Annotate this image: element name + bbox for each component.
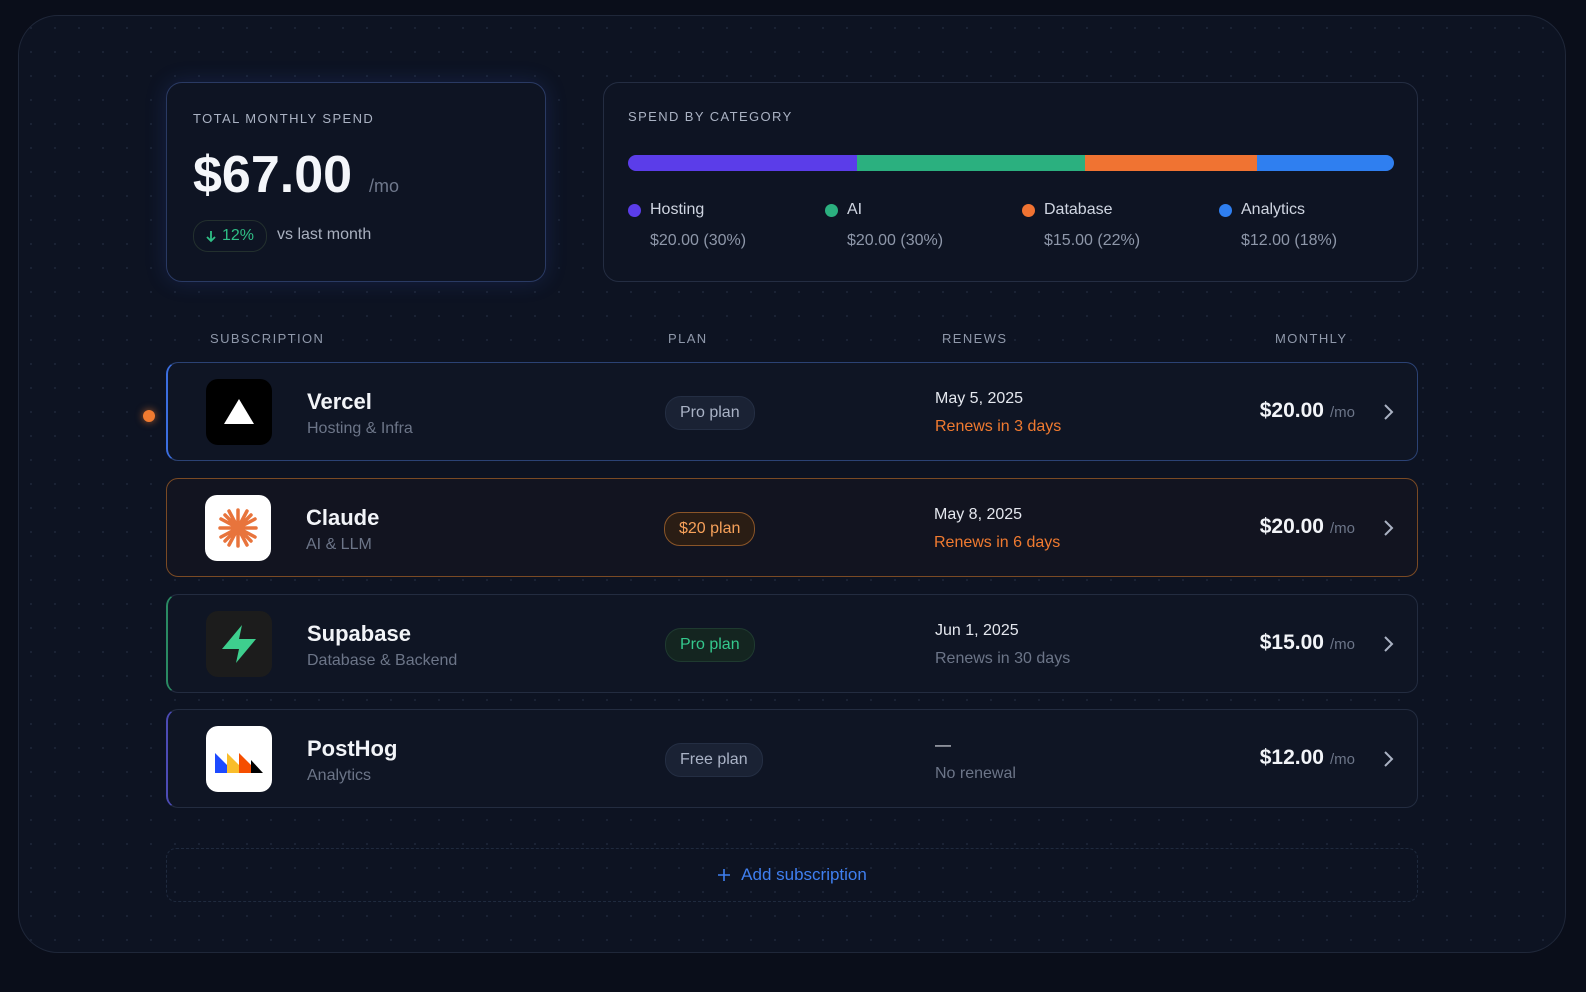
legend-value: $15.00 (22%)	[1044, 232, 1141, 249]
chevron[interactable]	[1381, 750, 1395, 768]
total-card: TOTAL MONTHLY SPEND $67.00 /mo 12% vs la…	[166, 82, 546, 282]
plus-icon	[718, 869, 731, 881]
price-value: $20.00	[1259, 515, 1324, 538]
plan-badge: Pro plan	[665, 628, 755, 662]
column-header: SUBSCRIPTION	[210, 331, 325, 346]
service-category: Analytics	[307, 767, 372, 784]
price-value: $15.00	[1259, 631, 1324, 654]
price-value: $12.00	[1259, 746, 1324, 769]
price: $20.00/mo	[1260, 399, 1355, 423]
chevron[interactable]	[1381, 519, 1395, 537]
legend-label: Hosting	[650, 201, 705, 218]
chevron[interactable]	[1381, 403, 1395, 421]
bar-segment	[1256, 155, 1394, 171]
service-category: AI & LLM	[306, 536, 372, 553]
bar-segment	[628, 155, 857, 171]
service-category: Hosting & Infra	[307, 420, 413, 437]
change-note: vs last month	[277, 226, 372, 243]
add-subscription-button[interactable]: Add subscription	[166, 848, 1418, 902]
legend-label: AI	[847, 201, 863, 218]
column-header: RENEWS	[942, 331, 1008, 346]
column-header: PLAN	[668, 331, 708, 346]
price-unit: /mo	[1329, 404, 1355, 421]
change-badge: 12%	[193, 220, 268, 252]
service-name: PostHog	[307, 736, 398, 761]
total-amount: $67.00	[193, 146, 353, 204]
category-title: SPEND BY CATEGORY	[628, 109, 793, 124]
legend-dot	[628, 203, 641, 217]
subscription-row[interactable]: Supabase Database & Backend Pro plan Jun…	[166, 594, 1418, 693]
category-bar	[628, 155, 1394, 171]
legend-label: Analytics	[1241, 201, 1306, 218]
total-unit: /mo	[369, 176, 400, 196]
service-category: Database & Backend	[307, 652, 458, 669]
renew-date: Jun 1, 2025	[935, 622, 1019, 639]
price-unit: /mo	[1329, 636, 1355, 653]
legend-name: Database	[1022, 201, 1219, 219]
service-name: Vercel	[307, 389, 372, 414]
price-unit: /mo	[1329, 520, 1355, 537]
category-card: SPEND BY CATEGORY Hosting $20.00 (30%) AI $…	[603, 82, 1418, 282]
price: $15.00/mo	[1260, 631, 1355, 655]
down-arrow	[206, 231, 216, 243]
renewal-note: No renewal	[935, 765, 1016, 782]
price-unit: /mo	[1329, 751, 1355, 768]
subscription-row[interactable]: Claude AI & LLM $20 plan May 8, 2025 Ren…	[166, 478, 1418, 577]
legend-value: $12.00 (18%)	[1241, 232, 1338, 249]
renew-date: May 5, 2025	[935, 390, 1024, 407]
renew-date: May 8, 2025	[934, 506, 1023, 523]
legend-dot	[825, 203, 838, 217]
supabase-logo	[206, 611, 272, 677]
total-label: TOTAL MONTHLY SPEND	[193, 111, 375, 126]
bar-segment	[856, 155, 1086, 171]
renewal-note: Renews in 30 days	[935, 650, 1071, 667]
legend-dot	[1219, 203, 1232, 217]
legend-item: Database $15.00 (22%)	[1022, 201, 1219, 250]
legend-name: Analytics	[1219, 201, 1416, 219]
vercel-logo	[206, 379, 272, 445]
legend-value: $20.00 (30%)	[847, 232, 944, 249]
plan-badge: Free plan	[665, 743, 763, 777]
service-name: Claude	[306, 505, 380, 530]
renewal-note: Renews in 3 days	[935, 418, 1062, 435]
column-header: MONTHLY	[1275, 331, 1348, 346]
legend-item: Hosting $20.00 (30%)	[628, 201, 825, 250]
chevron[interactable]	[1381, 635, 1395, 653]
legend-item: Analytics $12.00 (18%)	[1219, 201, 1416, 250]
change-value: 12%	[222, 227, 255, 244]
legend-item: AI $20.00 (30%)	[825, 201, 1022, 250]
posthog-logo	[206, 726, 272, 792]
renew-date: —	[935, 737, 951, 754]
subscription-row[interactable]: PostHog Analytics Free plan — No renewal…	[166, 709, 1418, 808]
legend-dot	[1022, 203, 1035, 217]
plan-badge: Pro plan	[665, 396, 755, 430]
price: $20.00/mo	[1260, 515, 1355, 539]
legend-label: Database	[1044, 201, 1113, 218]
add-label: Add subscription	[741, 865, 867, 884]
plan-badge: $20 plan	[664, 512, 756, 546]
subscription-row[interactable]: Vercel Hosting & Infra Pro plan May 5, 2…	[166, 362, 1418, 461]
status-dot	[143, 410, 155, 422]
legend-name: Hosting	[628, 201, 825, 219]
legend: Hosting $20.00 (30%) AI $20.00 (30%) Databas…	[628, 201, 1418, 250]
claude-logo	[205, 495, 271, 561]
service-name: Supabase	[307, 621, 411, 646]
legend-value: $20.00 (30%)	[650, 232, 747, 249]
price-value: $20.00	[1259, 399, 1324, 422]
legend-name: AI	[825, 201, 1022, 219]
renewal-note: Renews in 6 days	[934, 534, 1061, 551]
bar-segment	[1085, 155, 1257, 171]
price: $12.00/mo	[1260, 746, 1355, 770]
